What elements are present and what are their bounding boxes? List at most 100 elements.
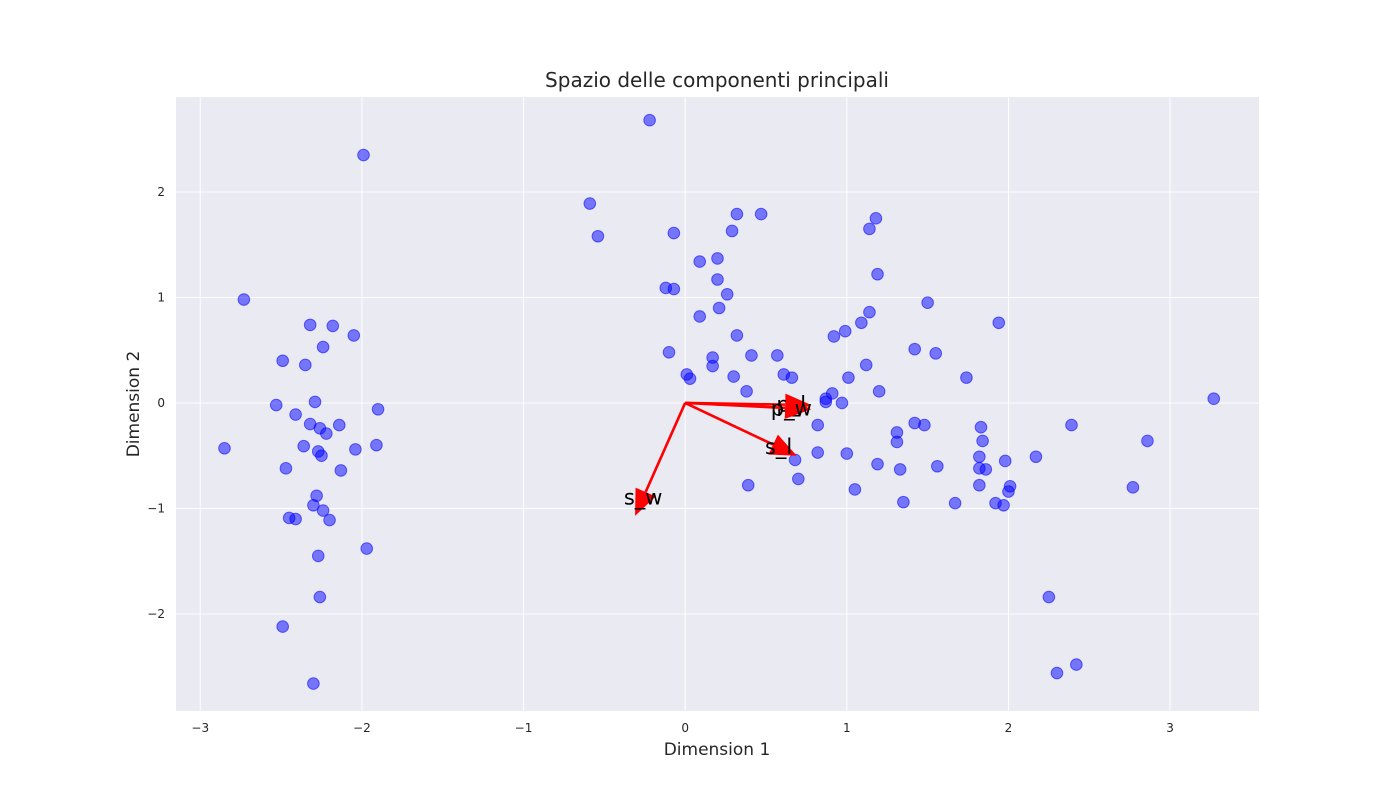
data-point xyxy=(712,301,726,315)
data-point xyxy=(303,318,317,332)
data-point xyxy=(893,463,907,476)
x-tick-label: −2 xyxy=(353,721,371,735)
data-point xyxy=(1141,434,1154,448)
data-point xyxy=(299,358,312,372)
data-point xyxy=(218,442,231,455)
y-tick-label: 2 xyxy=(157,185,165,199)
data-point xyxy=(347,329,361,342)
data-point xyxy=(931,459,944,473)
data-point xyxy=(1050,666,1064,680)
data-point xyxy=(811,418,825,432)
x-tick-label: 2 xyxy=(1005,721,1013,735)
data-point xyxy=(320,427,333,440)
data-point xyxy=(360,542,374,555)
data-point xyxy=(921,296,934,310)
data-point xyxy=(662,346,676,359)
data-point xyxy=(974,420,988,434)
data-point xyxy=(840,447,854,460)
data-point xyxy=(289,512,302,526)
data-point xyxy=(825,387,839,400)
data-points xyxy=(218,113,1221,690)
data-point xyxy=(960,371,973,384)
y-tick-label: −2 xyxy=(147,607,165,621)
data-point xyxy=(693,310,707,323)
data-point xyxy=(785,371,799,384)
y-axis-label: Dimension 2 xyxy=(124,351,144,458)
vector-shaft xyxy=(684,401,774,446)
data-point xyxy=(316,340,330,354)
vector-shaft xyxy=(644,402,687,493)
x-tick-label: −3 xyxy=(191,721,209,735)
y-tick-label: 0 xyxy=(157,396,165,410)
data-point xyxy=(334,464,348,477)
data-point xyxy=(811,446,825,459)
data-point xyxy=(276,354,289,368)
data-point xyxy=(869,212,883,225)
data-point xyxy=(311,549,325,563)
data-point xyxy=(307,677,320,690)
data-point xyxy=(323,513,336,527)
data-point xyxy=(583,197,597,210)
data-point xyxy=(289,408,302,421)
data-point xyxy=(871,267,884,281)
data-point xyxy=(997,498,1010,512)
x-tick-label: 0 xyxy=(681,721,689,735)
data-point xyxy=(855,316,868,330)
data-point xyxy=(998,454,1012,468)
data-point xyxy=(872,385,886,398)
data-point xyxy=(859,358,873,372)
data-point xyxy=(326,319,340,333)
data-point xyxy=(992,316,1006,330)
data-point xyxy=(754,207,768,221)
data-point xyxy=(908,342,922,356)
data-point xyxy=(929,347,943,360)
data-point xyxy=(315,449,328,462)
chart-title: Spazio delle componenti principali xyxy=(545,68,889,92)
data-point xyxy=(370,438,383,452)
data-point xyxy=(842,371,855,384)
data-point xyxy=(973,478,986,492)
data-point xyxy=(792,472,805,486)
data-point xyxy=(1070,658,1083,671)
data-point xyxy=(741,478,755,492)
x-tick-label: 3 xyxy=(1166,721,1174,735)
data-point xyxy=(349,443,362,456)
data-point xyxy=(835,396,849,410)
data-point xyxy=(357,148,370,162)
vector-label: p_w xyxy=(771,396,812,421)
data-point xyxy=(730,329,744,342)
data-point xyxy=(1029,450,1043,464)
data-point xyxy=(297,439,310,453)
data-point xyxy=(269,398,283,412)
data-point xyxy=(727,370,740,383)
data-point xyxy=(591,229,605,243)
loading-vectors: p_lp_ws_ls_w xyxy=(624,393,812,516)
data-point xyxy=(706,359,719,373)
data-point xyxy=(871,457,884,471)
data-point xyxy=(827,330,841,343)
data-point xyxy=(1126,481,1140,494)
data-point xyxy=(371,402,385,416)
data-point xyxy=(979,463,993,476)
data-point xyxy=(897,495,910,509)
vector-arrowhead xyxy=(635,487,656,516)
data-point xyxy=(1065,418,1078,432)
data-point xyxy=(730,207,744,221)
vector-label: s_l xyxy=(765,435,792,460)
data-point xyxy=(720,287,734,301)
vector-shaft xyxy=(685,401,786,410)
data-point xyxy=(310,489,323,503)
data-point xyxy=(838,324,852,338)
data-point xyxy=(1003,479,1017,493)
data-point xyxy=(725,224,739,238)
data-point xyxy=(1207,392,1221,406)
data-point xyxy=(976,434,989,448)
data-point xyxy=(313,590,327,604)
vector-label: s_w xyxy=(624,486,663,511)
data-point xyxy=(890,435,904,449)
data-point xyxy=(740,385,753,398)
x-tick-label: 1 xyxy=(843,721,851,735)
data-point xyxy=(848,483,862,496)
